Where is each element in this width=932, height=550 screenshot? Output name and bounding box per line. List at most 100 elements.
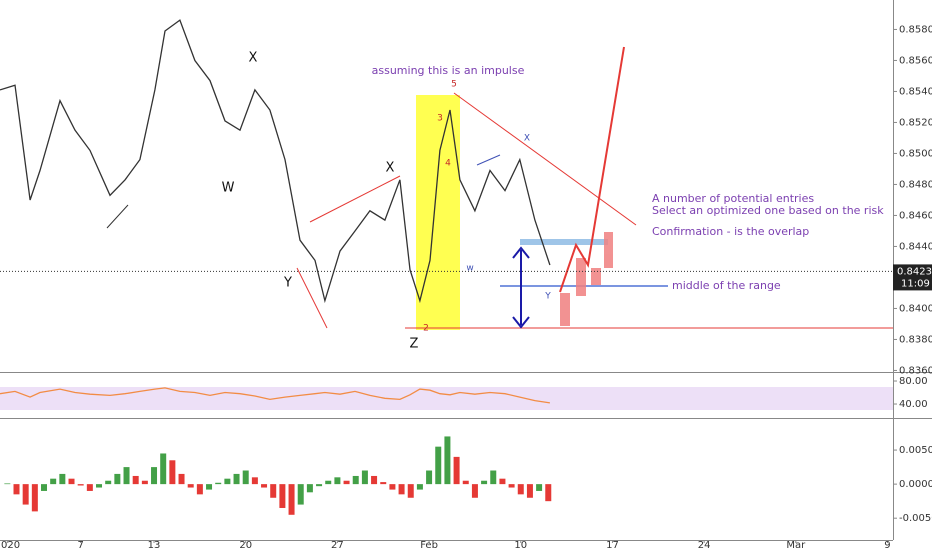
- y-tick-label: 40.00: [899, 399, 928, 410]
- y-tick-label: 80.00: [899, 376, 928, 387]
- histogram-bar: [371, 475, 378, 485]
- histogram-bar: [196, 484, 203, 495]
- histogram-bar: [279, 484, 286, 508]
- x-tick-label: 27: [331, 540, 344, 550]
- histogram-bar: [68, 478, 75, 485]
- histogram-bar: [251, 477, 258, 485]
- histogram-bar: [77, 484, 84, 486]
- annotation: X: [524, 134, 530, 144]
- annotation: Select an optimized one based on the ris…: [652, 204, 884, 217]
- annotation: 2: [423, 324, 429, 334]
- histogram-bar: [325, 480, 332, 485]
- x-tick-label: Mar: [786, 540, 806, 550]
- x-tick-label: 24: [698, 540, 711, 550]
- annotation: Confirmation - is the overlap: [652, 225, 809, 238]
- histogram-bar: [160, 453, 167, 485]
- histogram-bar: [407, 484, 414, 498]
- last-price-label: 0.84239: [897, 266, 932, 277]
- histogram-bar: [132, 475, 139, 485]
- histogram-bar: [526, 484, 533, 498]
- histogram-bar: [481, 480, 488, 485]
- annotation: W: [222, 181, 235, 196]
- histogram-bar: [288, 484, 295, 515]
- histogram-bar: [50, 478, 57, 485]
- histogram-bar: [316, 484, 323, 487]
- histogram-bar: [233, 473, 240, 485]
- projection: [559, 46, 625, 293]
- histogram-bar: [416, 484, 423, 490]
- histogram-bar: [343, 480, 350, 485]
- histogram-bar: [41, 484, 48, 491]
- histogram-bar: [242, 470, 249, 485]
- histogram-bar: [297, 484, 304, 505]
- annotation: w: [466, 264, 473, 274]
- highlight-box: [416, 95, 460, 330]
- range-arrow: [512, 246, 530, 329]
- annotation: middle of the range: [672, 279, 781, 292]
- annotation: Y: [283, 276, 292, 291]
- histogram-bar: [490, 470, 497, 485]
- x-tick-label: 13: [148, 540, 161, 550]
- histogram-bar: [361, 470, 368, 485]
- histogram-bar: [426, 470, 433, 485]
- histogram-bar: [22, 484, 29, 505]
- last-price-box: [893, 264, 932, 291]
- trend-line: [106, 204, 129, 229]
- histogram-bar: [389, 484, 396, 490]
- histogram-bar: [141, 480, 148, 485]
- price-line: [0, 387, 550, 404]
- histogram-bar: [123, 467, 130, 485]
- histogram-bar: [31, 484, 38, 512]
- histogram-bar: [517, 484, 524, 495]
- histogram-bar: [435, 446, 442, 485]
- histogram-bar: [380, 482, 387, 485]
- histogram-bar: [114, 473, 121, 485]
- annotation: A number of potential entries: [652, 192, 814, 205]
- histogram-bar: [187, 484, 194, 488]
- histogram-bar: [508, 484, 515, 488]
- y-tick-label: 0.00000: [899, 479, 932, 490]
- annotation: assuming this is an impulse: [372, 64, 525, 77]
- histogram-bar: [13, 484, 20, 495]
- annotation: Y: [544, 292, 551, 302]
- histogram-bar: [105, 480, 112, 485]
- histogram-bar: [169, 460, 176, 485]
- histogram-bar: [545, 484, 552, 502]
- entry-boxes: [560, 232, 613, 326]
- rsi-band: [0, 387, 893, 410]
- annotation: Z: [410, 337, 419, 352]
- trend-line: [296, 267, 328, 329]
- histogram-bar: [444, 436, 451, 485]
- annotation: 4: [445, 159, 451, 169]
- histogram-bar: [536, 484, 543, 491]
- histogram-bar: [4, 483, 11, 485]
- countdown: 11:09: [901, 278, 930, 289]
- histogram-bar: [471, 484, 478, 498]
- x-tick-label: 2020: [0, 540, 20, 550]
- histogram-bar: [206, 484, 213, 490]
- trend-line: [309, 175, 401, 223]
- histogram-bar: [334, 477, 341, 485]
- x-tick-label: 10: [514, 540, 527, 550]
- annotation: X: [386, 161, 395, 176]
- histogram-bar: [96, 484, 103, 488]
- histogram-bar: [398, 484, 405, 495]
- price-line: [0, 19, 551, 304]
- histogram-bar: [270, 484, 277, 498]
- histogram-bar: [151, 467, 158, 485]
- histogram-bar: [261, 484, 268, 488]
- histogram-bar: [453, 456, 460, 485]
